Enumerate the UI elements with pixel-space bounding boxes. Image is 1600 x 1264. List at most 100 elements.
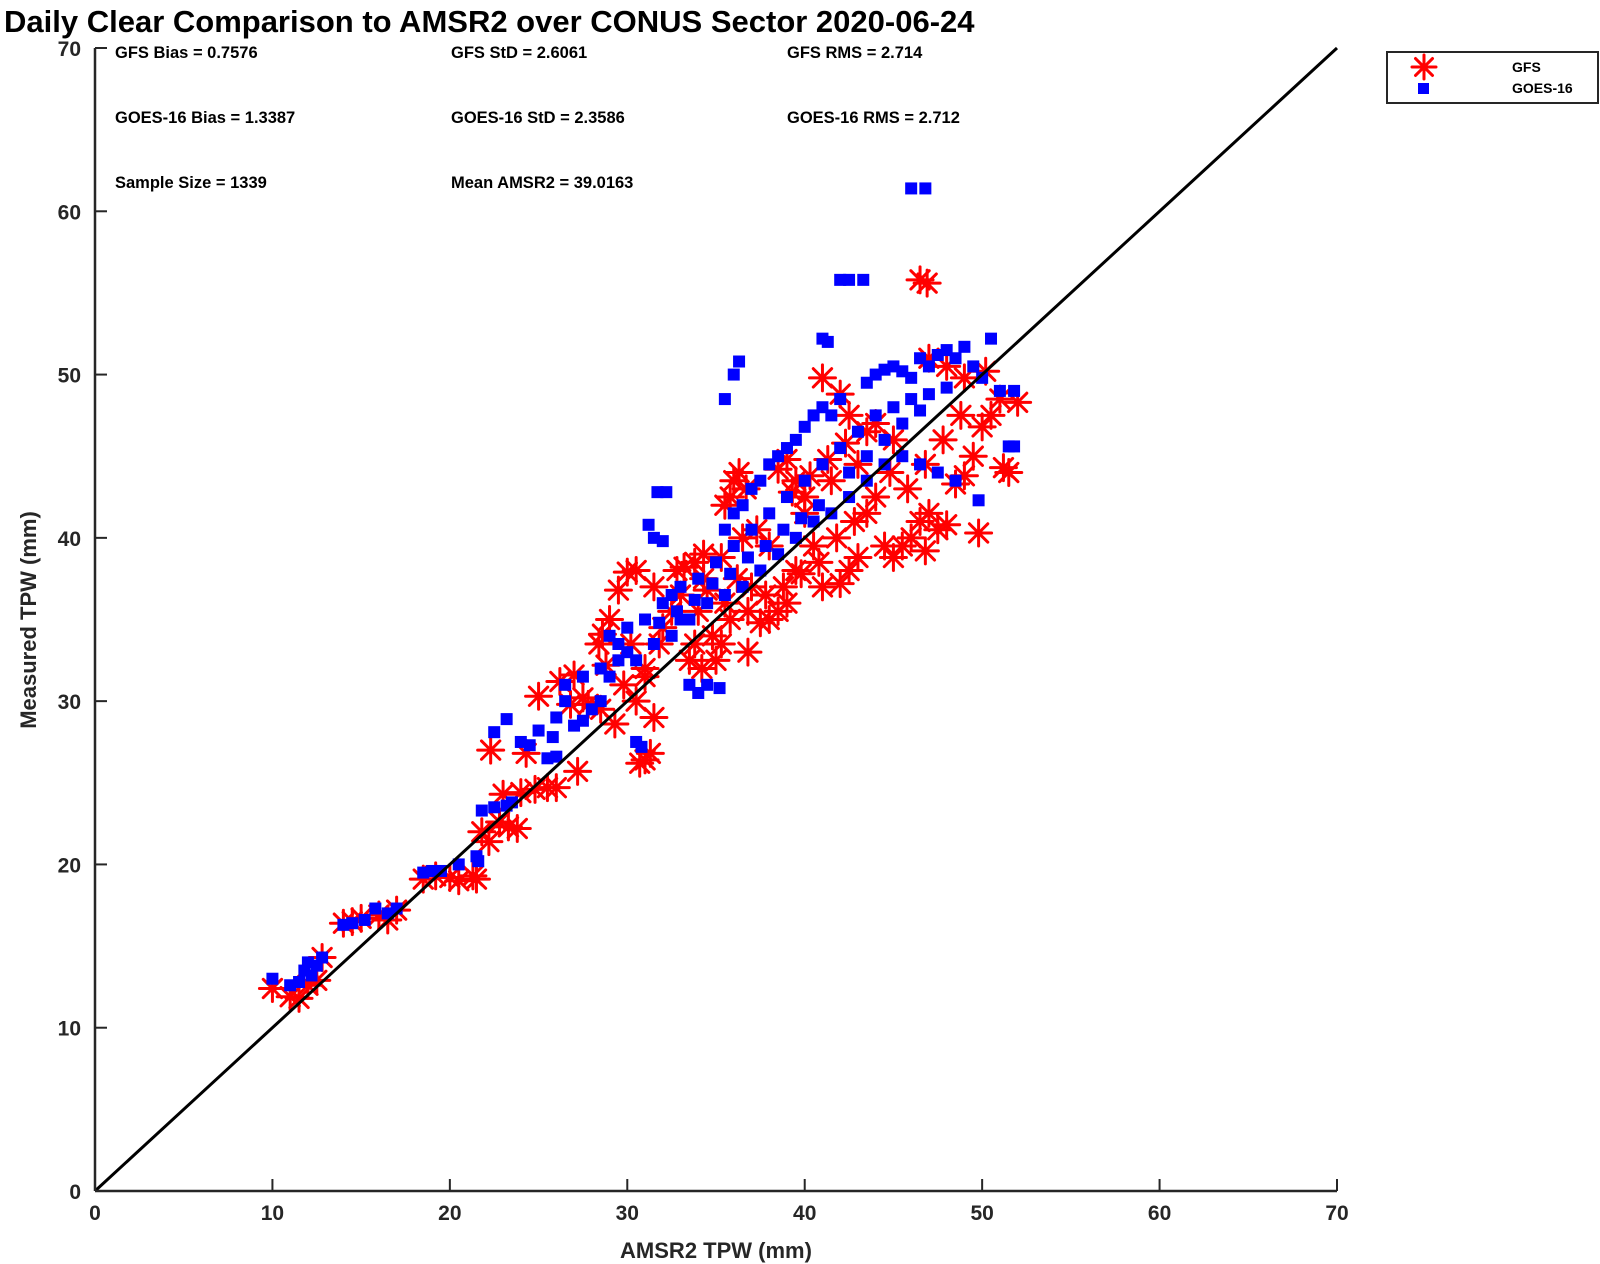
gfs-point-129 xyxy=(893,474,923,504)
y-tick-label: 20 xyxy=(58,854,81,877)
gfs-point-65 xyxy=(715,482,745,512)
gfs-point-135 xyxy=(804,547,834,577)
goes16-point-133 xyxy=(727,540,740,553)
goes16-point-31 xyxy=(546,731,559,744)
goes16-point-28 xyxy=(532,724,545,737)
y-tick-label: 60 xyxy=(58,201,81,224)
goes16-point-116 xyxy=(630,654,643,667)
goes16-point-100 xyxy=(914,458,927,471)
goes16-point-66 xyxy=(798,420,811,433)
goes16-point-106 xyxy=(807,515,820,528)
goes16-point-59 xyxy=(718,393,731,406)
goes16-point-138 xyxy=(639,613,652,626)
goes16-point-61 xyxy=(733,355,746,368)
gfs-point-98 xyxy=(949,461,979,491)
stat-goes-bias: GOES-16 Bias = 1.3387 xyxy=(115,109,295,127)
goes16-point-113 xyxy=(683,613,696,626)
goes16-point-119 xyxy=(576,670,589,683)
goes16-point-146 xyxy=(812,499,825,512)
goes16-point-58 xyxy=(754,474,767,487)
goes16-point-47 xyxy=(656,535,669,548)
stat-gfs-rms: GFS RMS = 2.714 xyxy=(787,44,923,62)
x-tick-label: 60 xyxy=(1148,1202,1171,1225)
x-tick-label: 50 xyxy=(970,1202,993,1225)
gfs-point-27 xyxy=(541,773,571,803)
gfs-point-137 xyxy=(768,572,798,602)
goes16-point-101 xyxy=(896,450,909,463)
goes16-point-85 xyxy=(922,360,935,373)
goes16-point-94 xyxy=(1008,384,1021,397)
goes16-point-125 xyxy=(940,381,953,394)
goes16-point-65 xyxy=(789,433,802,446)
stat-sample-size: Sample Size = 1339 xyxy=(115,174,267,192)
goes16-point-69 xyxy=(825,409,838,422)
x-tick-label: 40 xyxy=(793,1202,816,1225)
goes16-point-151 xyxy=(724,567,737,580)
y-tick-label: 40 xyxy=(58,528,81,551)
goes16-point-150 xyxy=(741,551,754,564)
legend-box xyxy=(1386,51,1599,104)
goes16-point-99 xyxy=(931,466,944,479)
goes16-point-128 xyxy=(816,458,829,471)
gfs-point-132 xyxy=(946,400,976,430)
gfs-point-138 xyxy=(751,580,781,610)
goes16-point-83 xyxy=(905,371,918,384)
stat-mean-amsr2: Mean AMSR2 = 39.0163 xyxy=(451,174,633,192)
goes16-point-140 xyxy=(603,629,616,642)
gfs-point-136 xyxy=(786,559,816,589)
goes16-point-139 xyxy=(621,621,634,634)
gfs-point-112 xyxy=(912,268,942,298)
y-axis-label: Measured TPW (mm) xyxy=(16,511,41,729)
gfs-point-104 xyxy=(994,458,1024,488)
goes16-point-2 xyxy=(293,975,306,988)
goes16-point-90 xyxy=(967,360,980,373)
gfs-point-83 xyxy=(807,363,837,393)
goes16-point-148 xyxy=(777,523,790,536)
gfs-point-100 xyxy=(958,441,988,471)
goes16-point-154 xyxy=(670,605,683,618)
gfs-point-131 xyxy=(928,425,958,455)
axis-ticks: 0 10 20 30 40 50 60 70 0 10 20 30 40 50 60 70 xyxy=(58,38,1349,1225)
legend-gfs-asterisk-icon xyxy=(1410,53,1438,81)
goes16-point-27 xyxy=(523,739,536,752)
stat-gfs-bias: GFS Bias = 0.7576 xyxy=(115,44,258,62)
goes16-point-21 xyxy=(488,801,501,814)
goes16-point-141 xyxy=(843,466,856,479)
goes16-point-52 xyxy=(701,678,714,691)
x-tick-label: 70 xyxy=(1325,1202,1348,1225)
gfs-point-142 xyxy=(680,629,710,659)
goes16-point-19 xyxy=(472,855,485,868)
gfs-point-78 xyxy=(799,531,829,561)
goes16-point-11 xyxy=(369,902,382,915)
goes16-point-77 xyxy=(919,182,932,195)
goes16-point-46 xyxy=(660,486,673,499)
legend-goes-square-icon xyxy=(1418,83,1429,94)
goes16-point-56 xyxy=(736,499,749,512)
gfs-point-99 xyxy=(964,518,994,548)
goes16-point-9 xyxy=(346,917,359,930)
goes16-point-93 xyxy=(993,384,1006,397)
goes16-point-129 xyxy=(798,474,811,487)
y-tick-label: 30 xyxy=(58,691,81,714)
x-tick-label: 0 xyxy=(89,1202,101,1225)
goes16-point-107 xyxy=(789,531,802,544)
goes16-point-32 xyxy=(550,711,563,724)
goes16-point-92 xyxy=(985,332,998,345)
goes16-point-91 xyxy=(976,371,989,384)
plot-area xyxy=(93,46,1339,1193)
goes16-point-7 xyxy=(316,951,329,964)
gfs-point-133 xyxy=(839,507,869,537)
goes16-point-72 xyxy=(821,335,834,348)
goes16-point-0 xyxy=(266,972,279,985)
goes16-point-143 xyxy=(878,433,891,446)
goes16-point-43 xyxy=(642,518,655,531)
goes16-point-112 xyxy=(701,597,714,610)
goes16-point-115 xyxy=(647,637,660,650)
gfs-point-28 xyxy=(563,756,593,786)
gfs-point-39 xyxy=(595,605,625,634)
y-tick-label: 10 xyxy=(58,1018,81,1041)
goes16-point-54 xyxy=(718,523,731,536)
goes16-point-109 xyxy=(754,564,767,577)
x-tick-label: 20 xyxy=(438,1202,461,1225)
